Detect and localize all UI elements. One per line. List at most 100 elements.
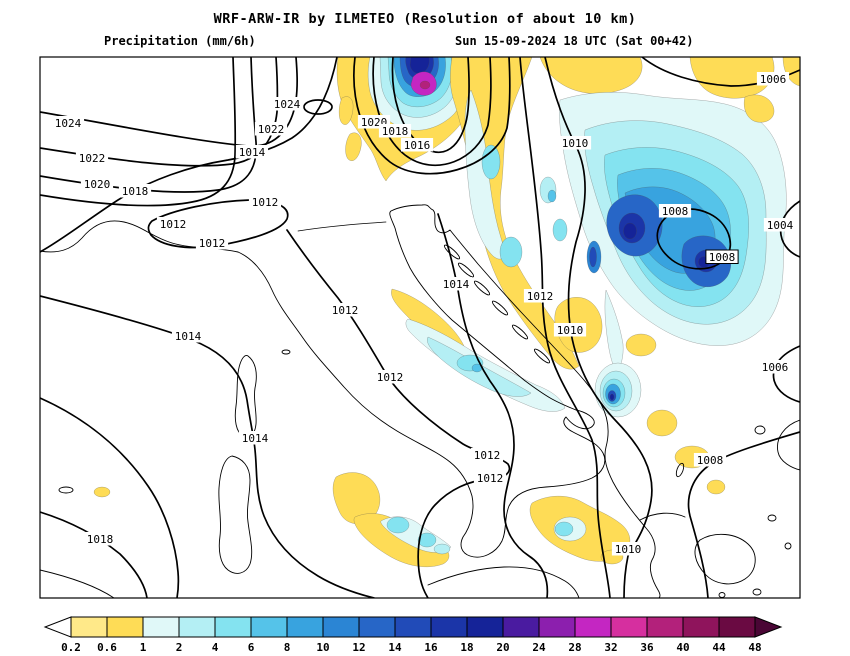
svg-text:1006: 1006 (762, 361, 789, 374)
colorbar-cell (250, 616, 288, 638)
colorbar-tick: 18 (460, 641, 473, 654)
isobar-1012-genoa-loop (147, 199, 289, 249)
colorbar-cell (718, 616, 756, 638)
coast-greece (639, 419, 800, 598)
svg-text:1012: 1012 (199, 237, 226, 250)
svg-text:1020: 1020 (84, 178, 111, 191)
isobar-label: 1014 (439, 277, 473, 291)
svg-text:1014: 1014 (175, 330, 202, 343)
svg-text:1008: 1008 (697, 454, 724, 467)
colorbar-cell (466, 616, 504, 638)
svg-text:1024: 1024 (274, 98, 301, 111)
parameter-label: Precipitation (mm/6h) (104, 34, 256, 48)
isobar-label: 1006 (758, 360, 792, 374)
colorbar-cell (646, 616, 684, 638)
colorbar-cell (574, 616, 612, 638)
colorbar-tick: 1 (140, 641, 147, 654)
colorbar-cell (178, 616, 216, 638)
isobar-label: 1014 (235, 145, 269, 159)
colorbar-tick: 40 (676, 641, 689, 654)
isobar-label: 1010 (553, 323, 587, 337)
isobar-label: 1024 (270, 97, 304, 111)
colorbar-tick: 14 (388, 641, 402, 654)
colorbar-cell (214, 616, 252, 638)
coast-sicily (427, 566, 580, 598)
isobar-1016-storm (391, 57, 470, 154)
isobar-label: 1012 (470, 448, 504, 462)
isobar-label: 1008 (658, 204, 692, 218)
colorbar-cell (682, 616, 720, 638)
svg-text:1012: 1012 (377, 371, 404, 384)
isobar-label: 1012 (328, 303, 362, 317)
isobar-label: 1008 (693, 453, 727, 467)
isobar-label: 1012 (248, 195, 282, 209)
isobar-label: 1004 (763, 218, 797, 232)
isobar-label: 1018 (378, 124, 412, 138)
valid-time-label: Sun 15-09-2024 18 UTC (Sat 00+42) (455, 34, 694, 48)
isobar-label: 1012 (156, 217, 190, 231)
isobar-1016-southwest (40, 397, 180, 598)
svg-text:1018: 1018 (122, 185, 149, 198)
isobar-label: 1024 (51, 116, 85, 130)
svg-text:1022: 1022 (258, 123, 285, 136)
colorbar-tick: 4 (212, 641, 219, 654)
colorbar-tick: 16 (424, 641, 438, 654)
isobar-label: 1022 (254, 122, 288, 136)
colorbar-tick: 12 (352, 641, 365, 654)
isobar-label: 1006 (756, 72, 790, 86)
colorbar-tick: 10 (316, 641, 329, 654)
river-po (297, 221, 387, 232)
colorbar-tick: 36 (640, 641, 654, 654)
isobar-1018-west (40, 57, 237, 207)
colorbar-cell (286, 616, 324, 638)
isobar-1006-east (772, 345, 800, 403)
isobar-1004-east (779, 200, 800, 258)
colorbar-tick: 0.6 (97, 641, 117, 654)
svg-text:1014: 1014 (443, 278, 470, 291)
colorbar-tick: 28 (568, 641, 581, 654)
colorbar-cell (430, 616, 468, 638)
isobar-1018-southwest (40, 511, 148, 598)
isobar-label: 1012 (523, 289, 557, 303)
svg-text:1012: 1012 (527, 290, 554, 303)
isobar-label: 1016 (400, 138, 434, 152)
precipitation-layer (93, 57, 800, 568)
svg-text:1008: 1008 (709, 251, 736, 264)
colorbar-cell (538, 616, 576, 638)
isobar-label: 1010 (558, 136, 592, 150)
svg-text:1012: 1012 (252, 196, 279, 209)
colorbar-tick: 6 (248, 641, 255, 654)
svg-text:1008: 1008 (662, 205, 689, 218)
colorbar-underflow-arrow (43, 616, 72, 638)
isobar-1018-storm (372, 57, 492, 167)
svg-text:1010: 1010 (562, 137, 589, 150)
island-menorca (58, 486, 74, 494)
colorbar-legend: 0.2 0.6 1 2 4 6 8 10 12 14 16 18 20 24 28 32 36 40 44 48 (43, 616, 783, 654)
svg-text:1016: 1016 (404, 139, 431, 152)
svg-text:1006: 1006 (760, 73, 787, 86)
svg-text:1004: 1004 (767, 219, 794, 232)
svg-text:1014: 1014 (239, 146, 266, 159)
svg-text:1012: 1012 (477, 472, 504, 485)
isobar-label: 1010 (611, 542, 645, 556)
colorbar-cell (358, 616, 396, 638)
svg-text:1018: 1018 (382, 125, 409, 138)
isobar-label: 1022 (75, 151, 109, 165)
isobar-label: 1018 (118, 184, 152, 198)
isobar-1022 (40, 57, 279, 167)
colorbar-tick: 0.2 (61, 641, 81, 654)
colorbar-cell (106, 616, 144, 638)
colorbar-tick: 20 (496, 641, 509, 654)
page-title: WRF-ARW-IR by ILMETEO (Resolution of abo… (213, 11, 637, 27)
svg-text:1018: 1018 (87, 533, 114, 546)
isobar-label: 1014 (238, 431, 272, 445)
isobar-1014-alps (40, 57, 338, 253)
islands-dalmatia (443, 244, 551, 364)
colorbar-cell (394, 616, 432, 638)
island-elba (281, 349, 291, 355)
isobar-labels-layer: 1024102210201018101410241022102010181016… (51, 72, 797, 556)
colorbar-cell (502, 616, 540, 638)
isobar-1024-high-cell (303, 99, 333, 115)
svg-text:1014: 1014 (242, 432, 269, 445)
